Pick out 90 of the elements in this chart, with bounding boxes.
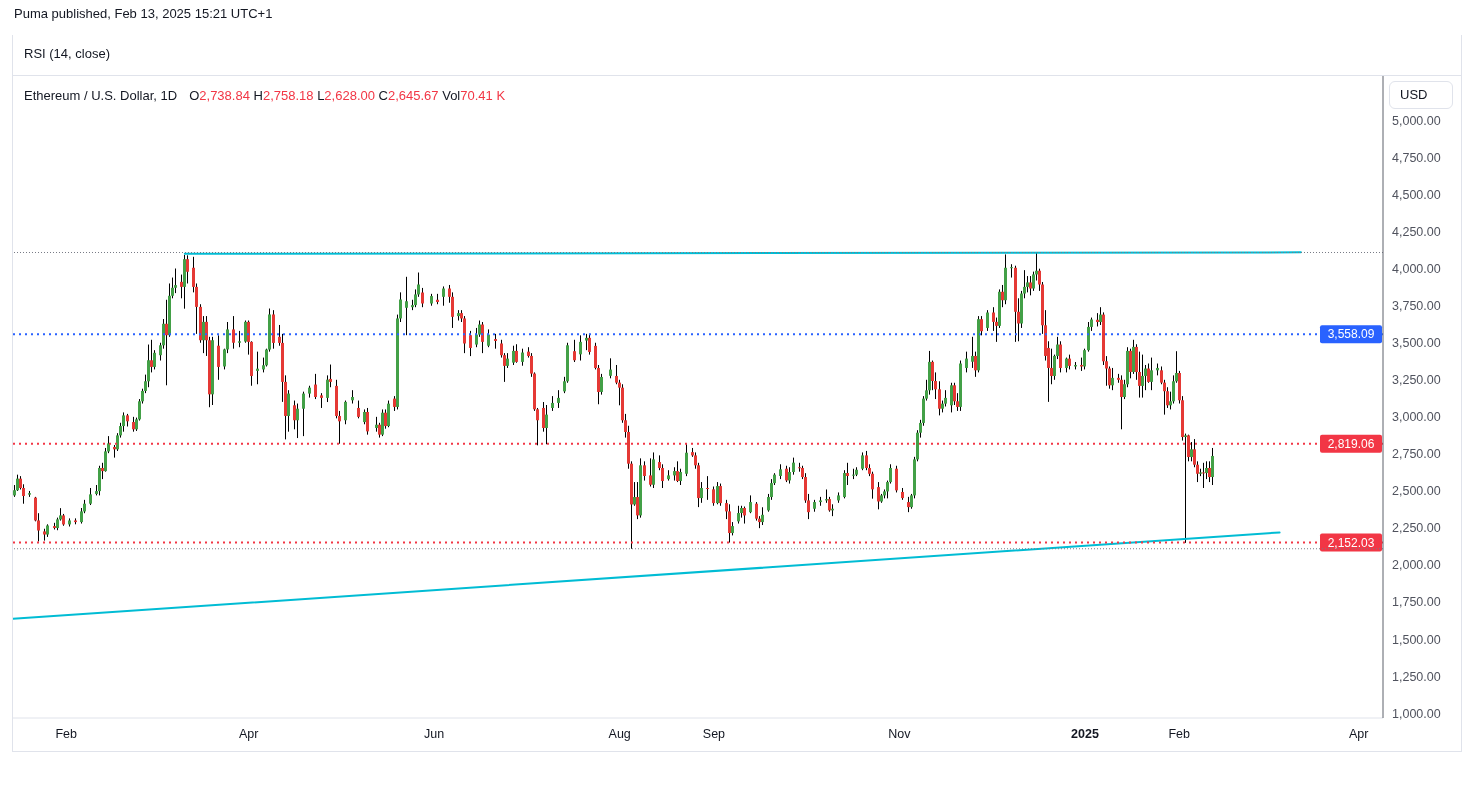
candlestick (649, 457, 652, 488)
ref-line-label: 2,152.03 (1327, 535, 1375, 550)
candlestick (1087, 321, 1090, 353)
candlestick (1083, 348, 1086, 370)
candlestick (1150, 357, 1153, 391)
y-tick-label: 2,750.00 (1392, 447, 1441, 462)
candlestick (846, 462, 849, 486)
candlestick (150, 339, 153, 373)
candlestick (296, 403, 299, 439)
candlestick (965, 351, 968, 373)
candlestick (1190, 441, 1193, 462)
candlestick (202, 315, 205, 354)
y-tick-label: 4,750.00 (1392, 150, 1441, 165)
x-tick-label: Aug (608, 726, 631, 741)
candlestick (716, 481, 719, 505)
candlestick (302, 391, 305, 437)
y-tick-label: 3,250.00 (1392, 373, 1441, 388)
candlestick (600, 373, 603, 396)
candlestick (515, 343, 518, 364)
candlestick (1184, 433, 1187, 544)
candlestick (1001, 284, 1004, 308)
y-tick-label: 1,000.00 (1392, 706, 1441, 721)
candlestick (950, 382, 953, 413)
candlestick (244, 320, 247, 344)
candlestick (719, 483, 722, 507)
y-tick-label: 2,250.00 (1392, 521, 1441, 536)
y-axis-title: USD (1400, 87, 1428, 102)
candlestick (573, 339, 576, 363)
candlestick (971, 336, 974, 369)
candlestick (387, 400, 390, 428)
x-tick-label: Apr (238, 726, 259, 741)
y-tick-label: 4,000.00 (1392, 262, 1441, 277)
x-tick-label: Sep (702, 726, 726, 741)
y-tick-label: 5,000.00 (1392, 113, 1441, 128)
y-tick-label: 4,250.00 (1392, 224, 1441, 239)
candlestick (700, 481, 703, 504)
candlestick (174, 268, 177, 294)
candlestick (314, 373, 317, 400)
candlestick (1059, 340, 1062, 373)
candlestick (1010, 263, 1013, 279)
candlestick (344, 400, 347, 425)
x-tick-label: Apr (1348, 726, 1369, 741)
text: O2,738.84 H2,758.18 L2,628.00 C2,645.67 Vol70.41 K (189, 88, 506, 103)
text: Ethereum / U.S. Dollar, 1D (24, 88, 178, 104)
y-tick-label: 4,500.00 (1392, 187, 1441, 202)
candlestick (512, 345, 515, 366)
candlestick (186, 254, 189, 284)
x-tick-label: Jun (424, 726, 445, 741)
candlestick (384, 408, 387, 430)
candlestick (232, 315, 235, 350)
candlestick (1129, 348, 1132, 379)
y-tick-label: 3,750.00 (1392, 299, 1441, 314)
y-tick-label: 1,250.00 (1392, 669, 1441, 684)
candlestick (1141, 354, 1144, 399)
text: RSI (14, close) (24, 46, 110, 61)
y-tick-label: 2,500.00 (1392, 484, 1441, 499)
candlestick (636, 481, 639, 520)
candlestick (469, 330, 472, 357)
candlestick (1111, 367, 1114, 391)
candlestick (712, 486, 715, 507)
x-tick-label: 2025 (1071, 726, 1099, 741)
candlestick (287, 389, 290, 433)
candlestick (706, 475, 709, 501)
candlestick (609, 357, 612, 379)
candlestick (1211, 447, 1214, 486)
candlestick (685, 443, 688, 477)
x-tick-label: Feb (55, 726, 78, 741)
y-tick-label: 3,000.00 (1392, 410, 1441, 425)
candlestick (442, 285, 445, 307)
candlestick (165, 299, 168, 386)
candlestick (980, 315, 983, 336)
y-tick-label: 2,000.00 (1392, 558, 1441, 573)
candlestick (895, 465, 898, 493)
y-tick-label: 3,500.00 (1392, 336, 1441, 351)
ref-line-label: 3,558.09 (1327, 327, 1375, 342)
x-tick-label: Nov (888, 726, 912, 741)
candlestick (643, 460, 646, 482)
candlestick (180, 274, 183, 299)
y-tick-label: 1,750.00 (1392, 595, 1441, 610)
text: Puma published, Feb 13, 2025 15:21 UTC+1 (14, 6, 273, 21)
candlestick (579, 334, 582, 362)
candlestick (217, 334, 220, 381)
x-tick-label: Feb (1168, 726, 1191, 741)
ref-line-label: 2,819.06 (1327, 436, 1375, 451)
y-tick-label: 1,500.00 (1392, 632, 1441, 647)
candlestick (633, 481, 636, 507)
candlestick (421, 287, 424, 308)
candlestick (405, 276, 408, 336)
candlestick (545, 404, 548, 445)
candlestick (986, 309, 989, 332)
